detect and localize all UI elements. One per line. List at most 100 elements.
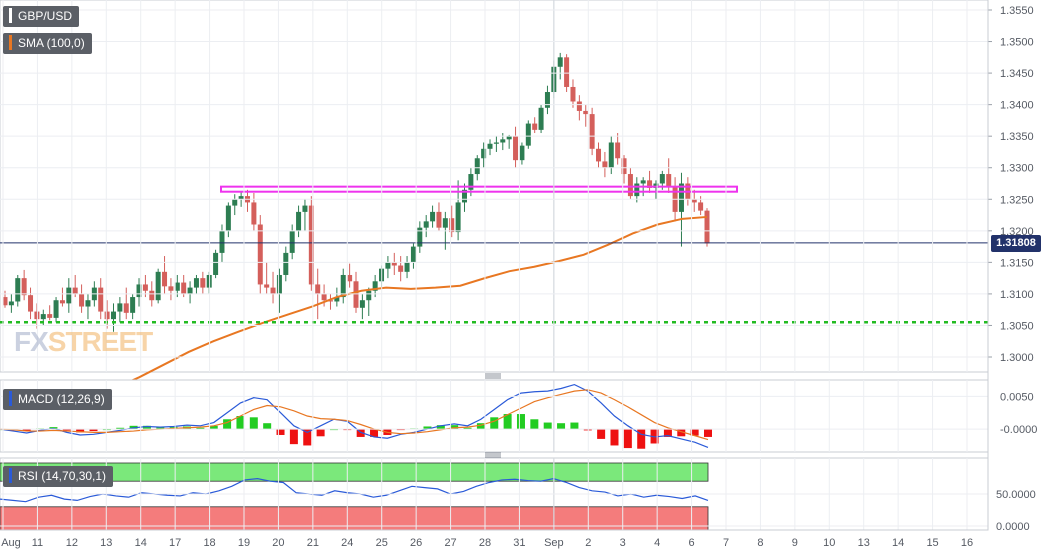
candle-body <box>264 284 270 288</box>
candle-body <box>506 136 512 140</box>
macd-histogram-bar <box>76 429 85 433</box>
candle <box>596 142 602 168</box>
candle <box>155 268 161 304</box>
macd-histogram-bar <box>89 429 98 432</box>
candle <box>296 205 302 238</box>
macd-histogram-bar <box>583 429 592 431</box>
candle-body <box>474 158 480 175</box>
rsi-tag[interactable]: RSI (14,70,30,1) <box>3 466 114 487</box>
y-tick-label: 1.3500 <box>1000 37 1034 49</box>
candle-body <box>181 282 187 294</box>
candle <box>525 120 531 149</box>
candle-body <box>621 158 627 175</box>
candle <box>302 199 308 231</box>
sma-tag[interactable]: SMA (100,0) <box>3 33 92 54</box>
candle <box>506 134 512 149</box>
candle-body <box>481 148 487 159</box>
candle <box>519 142 525 165</box>
candle-body <box>162 271 168 287</box>
symbol-tag[interactable]: GBP/USD <box>3 6 80 27</box>
macd-histogram-bar <box>450 425 459 430</box>
candle <box>8 293 14 313</box>
candle <box>225 202 231 238</box>
candle <box>104 300 110 329</box>
axes: Aug 11 12 13 14 17 18 19 20 21 24 25 26 27 28 31 Sep 2 3 4 6… <box>0 0 1037 549</box>
macd-histogram-bar <box>530 419 539 430</box>
candle-body <box>519 145 525 161</box>
macd-histogram-bar <box>663 429 672 437</box>
y-tick-label: 1.3000 <box>1000 352 1034 364</box>
x-tick-label: 13 <box>858 537 870 549</box>
macd-label: MACD (12,26,9) <box>18 392 105 406</box>
candle-body <box>583 110 589 115</box>
x-tick-label: 24 <box>341 537 353 549</box>
candle-body <box>296 211 302 231</box>
macd-tag[interactable]: MACD (12,26,9) <box>3 389 112 410</box>
candle <box>283 246 289 282</box>
sma-100-line <box>89 215 708 399</box>
candle <box>130 293 136 320</box>
x-tick-label: 6 <box>689 537 695 549</box>
candle <box>423 215 429 238</box>
candle-body <box>417 227 423 247</box>
candle <box>647 170 653 193</box>
x-tick-label: 2 <box>585 537 591 549</box>
macd-swatch <box>9 391 12 407</box>
macd-histogram-bar <box>263 423 272 430</box>
candle-body <box>570 86 576 102</box>
x-tick-label: Aug <box>1 537 21 549</box>
candle <box>59 287 65 307</box>
candle <box>461 183 467 212</box>
candle-body <box>40 314 46 320</box>
y-tick-label: 1.3250 <box>1000 194 1034 206</box>
candle-body <box>315 284 321 294</box>
candle-body <box>238 196 244 200</box>
candle-body <box>589 114 595 149</box>
candle <box>79 284 85 313</box>
candle-body <box>544 92 550 108</box>
candle-body <box>442 218 448 228</box>
candle-body <box>2 297 8 306</box>
rsi-y-tick-label: 50.0000 <box>996 489 1036 501</box>
candle <box>576 95 582 121</box>
candle <box>493 136 499 152</box>
candle-body <box>53 300 59 318</box>
candle <box>627 167 633 200</box>
candle <box>168 278 174 301</box>
y-tick-label: 1.3350 <box>1000 131 1034 143</box>
candle <box>347 263 353 288</box>
rsi-line <box>0 478 709 503</box>
candle-body <box>104 311 110 320</box>
candle <box>359 293 365 320</box>
candle-body <box>340 274 346 298</box>
candle-body <box>257 224 263 285</box>
candle-body <box>130 297 136 313</box>
candle <box>276 268 282 313</box>
macd-histogram-bar <box>610 429 619 446</box>
macd-histogram-bar <box>316 429 325 437</box>
candle-body <box>404 262 410 272</box>
candle-body <box>174 282 180 291</box>
x-tick-label: 13 <box>100 537 112 549</box>
x-tick-label: 31 <box>513 537 525 549</box>
x-tick-label: 9 <box>792 537 798 549</box>
candle <box>615 133 621 165</box>
candle-body <box>557 57 563 67</box>
candle <box>455 180 461 241</box>
candle-body <box>79 293 85 307</box>
x-tick-label: 18 <box>203 537 215 549</box>
candle-body <box>251 202 257 225</box>
macd-histogram-bar <box>650 429 659 444</box>
macd-signal-line <box>0 389 709 441</box>
macd-histogram-bar <box>423 426 432 430</box>
candle-body <box>308 205 314 285</box>
x-tick-label: 21 <box>307 537 319 549</box>
candle-body <box>334 297 340 302</box>
candle-body <box>136 284 142 298</box>
candle <box>187 281 193 304</box>
candle-body <box>698 202 704 211</box>
x-tick-label: 7 <box>723 537 729 549</box>
candle-body <box>28 295 34 312</box>
candle-body <box>270 287 276 294</box>
